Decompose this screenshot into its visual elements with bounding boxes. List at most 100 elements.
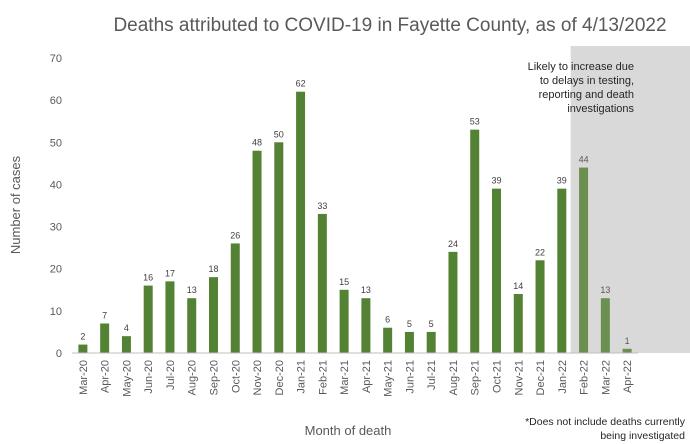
bar	[361, 298, 371, 353]
bar-value-label: 22	[535, 247, 545, 257]
shade-annotation: Likely to increase due to delays in testi…	[528, 61, 635, 115]
bar	[383, 327, 393, 353]
bar-value-label: 26	[230, 230, 240, 240]
x-tick-label: Sep-21	[470, 360, 482, 395]
bar	[579, 167, 589, 353]
x-tick-label: Apr-20	[100, 360, 112, 393]
bar	[339, 289, 349, 353]
y-tick-label: 60	[50, 95, 62, 107]
bar-value-label: 4	[124, 323, 129, 333]
bar	[535, 260, 545, 353]
bar	[252, 150, 262, 353]
x-tick-label: Jan-22	[557, 360, 569, 394]
chart-title: Deaths attributed to COVID-19 in Fayette…	[113, 15, 666, 36]
bar-value-label: 16	[143, 273, 153, 283]
y-tick-label: 0	[56, 348, 62, 360]
x-tick-label: Dec-20	[274, 360, 286, 395]
y-tick-label: 20	[50, 264, 62, 276]
x-tick-label: Jul-21	[426, 360, 438, 390]
bar-value-label: 53	[470, 117, 480, 127]
bar	[274, 142, 284, 353]
bar	[121, 336, 131, 353]
x-tick-label: Feb-22	[579, 360, 591, 395]
bar-value-label: 17	[165, 268, 175, 278]
x-tick-label: Apr-22	[622, 360, 634, 393]
x-tick-label: Mar-21	[339, 360, 351, 395]
bar	[470, 129, 480, 353]
bar	[317, 213, 327, 353]
annotation-line: Likely to increase due	[528, 61, 634, 73]
bar-value-label: 18	[208, 264, 218, 274]
x-tick-label: Dec-21	[535, 360, 547, 395]
x-tick-label: Nov-20	[252, 360, 264, 395]
y-axis-label: Number of cases	[8, 155, 23, 254]
bar-value-label: 13	[187, 285, 197, 295]
bar-value-label: 48	[252, 138, 262, 148]
x-tick-label: May-20	[121, 360, 133, 397]
bar-value-label: 14	[513, 281, 523, 291]
bar-value-labels: 2 7 4 16 17 13 18 26 48 50 62 33 15 13 6 5 5 24 53 39 14 22 39…	[80, 79, 629, 346]
bar-value-label: 7	[102, 311, 107, 321]
bar-value-label: 15	[339, 277, 349, 287]
bar-value-label: 1	[625, 336, 630, 346]
x-tick-label: Mar-22	[600, 360, 612, 395]
footnote-line: *Does not include deaths currently	[525, 416, 686, 428]
y-tick-label: 50	[50, 137, 62, 149]
bar	[404, 331, 414, 353]
bar	[426, 331, 436, 353]
annotation-line: reporting and death	[539, 89, 634, 101]
annotation-line: investigations	[567, 103, 634, 115]
x-tick-label: Jan-21	[296, 360, 308, 394]
bar-value-label: 13	[600, 285, 610, 295]
x-tick-label: Feb-21	[317, 360, 329, 395]
bar	[209, 277, 218, 353]
bar	[557, 188, 567, 353]
x-tick-label: May-21	[383, 360, 395, 397]
x-tick-label: Jul-20	[165, 360, 177, 390]
x-tick-label: Jun-21	[404, 360, 416, 394]
bar	[448, 251, 458, 353]
bar	[187, 298, 197, 353]
bar-value-label: 39	[557, 176, 567, 186]
x-tick-label: Oct-20	[230, 360, 242, 393]
x-tick-label: Aug-20	[187, 360, 199, 395]
bar-value-label: 50	[274, 129, 284, 139]
x-tick-label: Nov-21	[513, 360, 525, 395]
x-axis-label: Month of death	[305, 423, 392, 438]
bar	[100, 323, 110, 353]
x-tick-label: Aug-21	[448, 360, 460, 395]
bar	[296, 91, 306, 353]
bar-value-label: 5	[407, 319, 412, 329]
y-axis-ticks: 0 10 20 30 40 50 60 70	[50, 53, 62, 360]
bar-value-label: 2	[80, 332, 85, 342]
bar	[622, 348, 632, 353]
x-tick-label: Apr-21	[361, 360, 373, 393]
y-tick-label: 10	[50, 306, 62, 318]
y-tick-label: 30	[50, 222, 62, 234]
pending-data-shade	[570, 46, 690, 353]
bar-value-label: 13	[361, 285, 371, 295]
x-tick-label: Sep-20	[209, 360, 221, 395]
footnote: *Does not include deaths currently being …	[525, 416, 686, 442]
bars	[78, 91, 632, 353]
bar	[165, 281, 175, 353]
x-axis-ticks: Mar-20 Apr-20 May-20 Jun-20 Jul-20 Aug-20 Sep-…	[78, 360, 634, 397]
x-tick-label: Oct-21	[492, 360, 504, 393]
x-tick-label: Jun-20	[143, 360, 155, 394]
bar-value-label: 33	[317, 201, 327, 211]
bar-value-label: 5	[429, 319, 434, 329]
bar-value-label: 62	[296, 79, 306, 89]
bar	[143, 285, 153, 353]
bar	[600, 298, 610, 353]
bar	[78, 344, 88, 353]
bar	[492, 188, 501, 353]
y-tick-label: 70	[50, 53, 62, 65]
bar	[230, 243, 240, 353]
y-tick-label: 40	[50, 179, 62, 191]
bar	[513, 294, 523, 353]
annotation-line: to delays in testing,	[540, 75, 634, 87]
x-tick-label: Mar-20	[78, 360, 90, 395]
bar-value-label: 44	[579, 155, 589, 165]
bar-value-label: 39	[491, 176, 501, 186]
